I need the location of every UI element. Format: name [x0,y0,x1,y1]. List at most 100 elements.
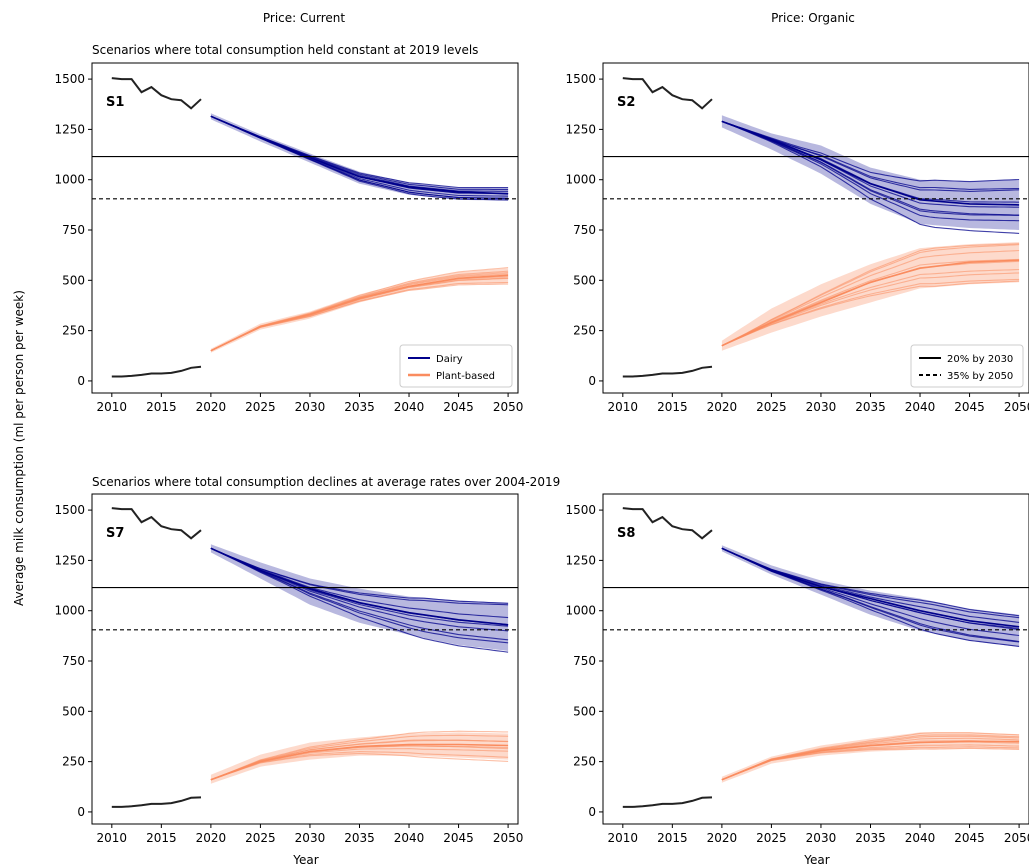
y-tick-label: 500 [62,273,85,287]
x-tick-label: 2015 [657,831,688,845]
y-tick-label: 250 [62,755,85,769]
history-line-plant-based [622,796,713,808]
legend-label: Dairy [436,354,463,365]
x-tick-label: 2015 [657,400,688,414]
x-tick-label: 2030 [806,831,837,845]
x-tick-label: 2035 [344,400,375,414]
column-title-organic: Price: Organic [771,11,855,25]
legend-box [399,344,513,388]
x-tick-label: 2010 [97,831,128,845]
x-tick-label: 2045 [954,831,985,845]
x-tick-label: 2050 [1004,400,1029,414]
chart-panel-s8: 2010 2015 2020 2025 2030 2035 2040 2045 2050 0 250… [565,493,1029,845]
x-tick-label: 2035 [344,831,375,845]
y-tick-label: 250 [573,324,596,338]
plant-based-ensemble-line [721,278,1020,347]
x-tick-label: 2015 [146,831,177,845]
y-tick-label: 250 [62,324,85,338]
y-tick-label: 500 [573,704,596,718]
history-line-plant-based [622,365,713,378]
y-tick-label: 0 [588,374,596,388]
axes-frame [91,493,519,825]
history-line-dairy [622,77,713,110]
x-tick-label: 2030 [295,400,326,414]
x-tick-label: 2040 [394,831,425,845]
history-line-dairy [622,507,713,540]
plant-based-central-line [721,740,1020,781]
legend-label: Plant-based [436,371,495,382]
plant-based-ensemble-line [210,277,509,352]
x-tick-label: 2040 [905,400,936,414]
y-tick-label: 1250 [54,553,85,567]
x-tick-label: 2025 [756,400,787,414]
y-tick-label: 500 [62,704,85,718]
x-tick-label: 2015 [146,400,177,414]
history-line-plant-based [111,796,202,808]
chart-panel-s7: 2010 2015 2020 2025 2030 2035 2040 2045 2050 0 250… [54,493,523,845]
plant-based-ensemble-line [210,751,509,781]
x-tick-label: 2020 [196,831,227,845]
panel-label: S1 [106,95,124,110]
x-tick-label: 2035 [855,400,886,414]
y-tick-label: 1500 [54,72,85,86]
plant-based-ensemble-line [721,243,1020,347]
panel-label: S8 [617,526,635,541]
dairy-ensemble-line [721,547,1020,617]
dairy-central-line [721,120,1020,206]
plot-area [603,77,1029,378]
chart-panel-s2: 2010 2015 2020 2025 2030 2035 2040 2045 2050 0 250… [565,62,1029,414]
legend-box [910,344,1024,388]
x-tick-label: 2050 [493,400,524,414]
dairy-ensemble-line [210,547,509,641]
x-tick-label: 2025 [756,831,787,845]
plant-based-uncertainty-band [721,732,1020,783]
dairy-ensemble-line [210,547,509,653]
x-tick-label: 2045 [443,400,474,414]
dairy-ensemble-line [210,115,509,199]
x-axis-label-right: Year [803,853,829,867]
history-line-plant-based [111,365,202,378]
y-tick-label: 1000 [54,604,85,618]
plant-based-central-line [721,259,1020,347]
y-tick-label: 1000 [54,173,85,187]
x-tick-label: 2025 [245,400,276,414]
plant-based-ensemble-line [210,283,509,352]
x-tick-label: 2020 [196,400,227,414]
x-tick-label: 2040 [905,831,936,845]
y-tick-label: 750 [62,223,85,237]
x-tick-label: 2030 [295,831,326,845]
y-tick-label: 1500 [565,72,596,86]
row-title-declines: Scenarios where total consumption declin… [92,475,560,489]
dairy-uncertainty-band [210,544,509,651]
y-tick-label: 750 [573,223,596,237]
panel-label: S7 [106,526,124,541]
legend-label: 35% by 2050 [947,371,1013,382]
plant-based-ensemble-line [721,258,1020,347]
plant-based-central-line [210,274,509,352]
x-tick-label: 2050 [1004,831,1029,845]
x-tick-label: 2010 [608,400,639,414]
plot-area [92,77,518,378]
plant-based-ensemble-line [210,276,509,352]
dairy-central-line [210,115,509,195]
dairy-ensemble-line [721,120,1020,183]
row-title-constant: Scenarios where total consumption held c… [92,43,478,57]
plant-based-uncertainty-band [210,268,509,353]
y-tick-label: 1250 [565,122,596,136]
x-tick-label: 2020 [707,831,738,845]
x-tick-label: 2020 [707,400,738,414]
y-axis-label: Average milk consumption (ml per person … [12,290,26,606]
column-title-current: Price: Current [263,11,345,25]
x-tick-label: 2030 [806,400,837,414]
dairy-central-line [210,547,509,626]
x-axis-label-left: Year [292,853,318,867]
panel-label: S2 [617,95,635,110]
y-tick-label: 0 [588,805,596,819]
plant-based-ensemble-line [210,273,509,352]
dairy-ensemble-line [210,547,509,604]
plant-based-ensemble-line [721,249,1020,347]
plot-area [92,507,518,808]
plot-area [603,507,1029,808]
y-tick-label: 0 [77,805,85,819]
